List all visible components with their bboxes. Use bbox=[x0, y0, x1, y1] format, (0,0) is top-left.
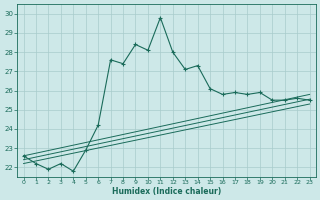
X-axis label: Humidex (Indice chaleur): Humidex (Indice chaleur) bbox=[112, 187, 221, 196]
